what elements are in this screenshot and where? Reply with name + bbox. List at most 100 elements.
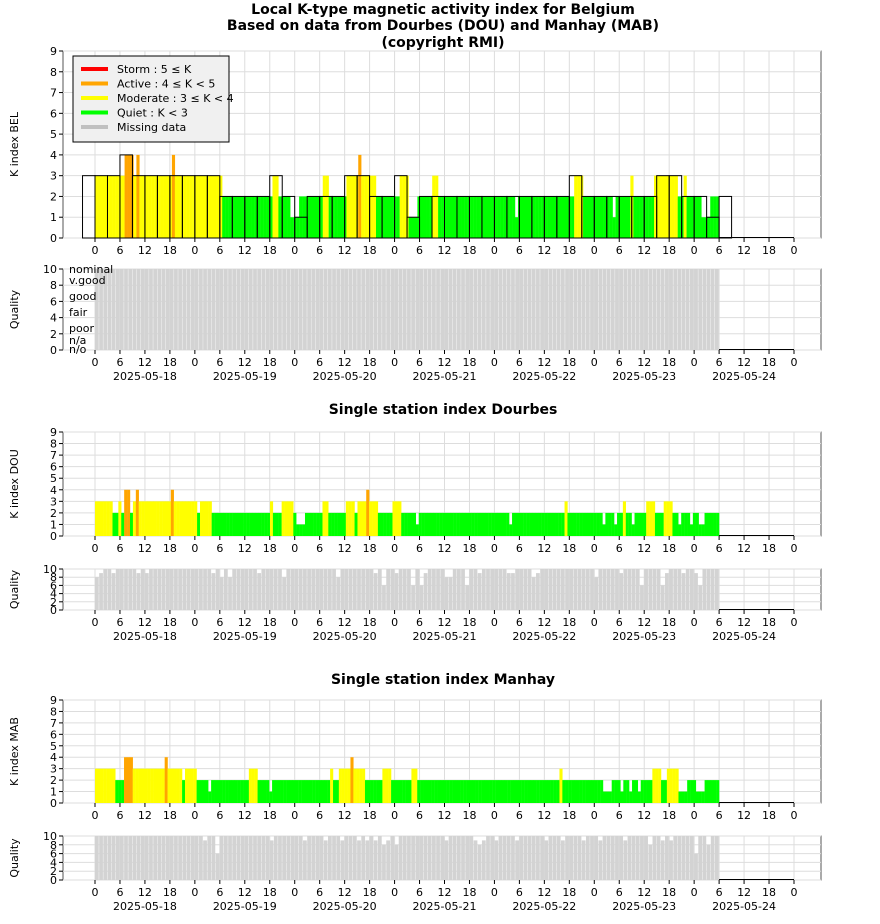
- k-index-bar: [127, 154, 131, 238]
- k-index-bar: [322, 175, 326, 238]
- k-index-bar: [668, 175, 672, 238]
- k-index-bar: [380, 512, 384, 536]
- x-tick-label: 6: [116, 244, 123, 257]
- k-index-bar: [704, 217, 708, 238]
- quality-bar: [332, 569, 336, 610]
- quality-bar: [615, 836, 619, 880]
- k-index-bar: [582, 780, 586, 803]
- k-index-bar: [441, 196, 445, 238]
- k-index-bar: [287, 501, 291, 536]
- quality-bar: [585, 269, 590, 350]
- y-tick-label: 5: [50, 740, 57, 753]
- y-tick-label: 4: [50, 312, 57, 325]
- x-tick-label: 6: [616, 886, 623, 899]
- quality-bar: [669, 269, 673, 350]
- k-index-bar: [509, 524, 513, 536]
- quality-bar: [665, 836, 669, 880]
- x-tick-label: 6: [716, 616, 723, 629]
- y-tick-label: 8: [50, 571, 57, 584]
- quality-bar: [315, 269, 320, 350]
- k-index-bar: [695, 512, 699, 536]
- quality-bar: [373, 573, 378, 610]
- y-tick-label: 4: [50, 149, 57, 162]
- x-tick-label: 0: [391, 616, 398, 629]
- k-index-bar: [103, 175, 108, 238]
- k-index-bar: [666, 501, 670, 536]
- k-index-bar: [429, 196, 433, 238]
- x-date-label: 2025-05-18: [113, 370, 177, 383]
- k-index-bar: [248, 196, 252, 238]
- k-index-bar: [421, 512, 425, 536]
- quality-bar: [328, 569, 332, 610]
- x-tick-label: 12: [438, 886, 452, 899]
- quality-bar: [340, 269, 345, 350]
- k-index-bar: [640, 512, 644, 536]
- k-index-bar: [471, 512, 475, 536]
- quality-bar: [194, 569, 199, 610]
- quality-bar: [186, 836, 191, 880]
- k-index-bar: [461, 196, 465, 238]
- quality-bar: [161, 269, 166, 350]
- k-index-bar: [646, 501, 650, 536]
- dou-title: Single station index Dourbes: [329, 402, 558, 418]
- k-index-bar: [550, 196, 554, 238]
- k-index-bar: [210, 175, 214, 238]
- x-tick-label: 0: [92, 244, 99, 257]
- k-index-bar: [609, 196, 613, 238]
- quality-bar: [515, 269, 519, 350]
- quality-bar: [319, 269, 324, 350]
- k-index-bar: [186, 175, 190, 238]
- k-index-bar: [124, 154, 128, 238]
- k-index-bar: [593, 512, 597, 536]
- x-tick-label: 6: [516, 886, 523, 899]
- k-index-bar: [651, 196, 655, 238]
- quality-bar: [348, 569, 353, 610]
- quality-bar: [273, 569, 278, 610]
- k-index-bar: [459, 512, 463, 536]
- x-tick-label: 6: [416, 809, 423, 822]
- k-index-bar: [174, 175, 179, 238]
- quality-bar: [627, 836, 632, 880]
- quality-bar: [357, 840, 361, 880]
- y-tick-label: 10: [43, 263, 57, 276]
- quality-bar: [648, 844, 653, 880]
- x-tick-label: 6: [216, 886, 223, 899]
- quality-bar: [436, 269, 440, 350]
- k-index-bar: [173, 501, 177, 536]
- quality-bar: [161, 569, 166, 610]
- x-tick-label: 0: [591, 809, 598, 822]
- quality-bar: [128, 269, 133, 350]
- legend-label: Quiet : K < 3: [117, 107, 188, 120]
- k-index-bar: [182, 501, 186, 536]
- k-index-bar: [562, 196, 566, 238]
- k-index-bar: [620, 791, 624, 803]
- x-tick-label: 18: [363, 356, 377, 369]
- quality-bar: [440, 569, 445, 610]
- quality-bar: [640, 836, 644, 880]
- quality-bar: [444, 577, 449, 610]
- quality-bar: [548, 269, 553, 350]
- quality-bar: [298, 569, 303, 610]
- x-tick-label: 12: [637, 244, 651, 257]
- k-index-bar: [95, 501, 99, 536]
- quality-bar: [190, 269, 195, 350]
- k-index-bar: [669, 501, 673, 536]
- quality-bar: [436, 569, 440, 610]
- quality-bar: [706, 569, 711, 610]
- k-index-bar: [103, 768, 107, 803]
- k-index-bar: [201, 175, 205, 238]
- x-tick-label: 6: [516, 244, 523, 257]
- x-tick-label: 12: [238, 616, 252, 629]
- quality-bar: [644, 569, 648, 610]
- k-index-bar: [658, 768, 662, 803]
- k-3hour-outline: [394, 175, 408, 239]
- quality-bar: [660, 840, 665, 880]
- quality-bar: [307, 269, 311, 350]
- k-index-bar: [659, 175, 664, 238]
- k-index-bar: [307, 512, 312, 536]
- quality-bar: [461, 269, 465, 350]
- k-index-bar: [464, 196, 468, 238]
- quality-bar: [540, 569, 544, 610]
- x-tick-label: 12: [637, 616, 651, 629]
- k-index-bar: [648, 196, 652, 238]
